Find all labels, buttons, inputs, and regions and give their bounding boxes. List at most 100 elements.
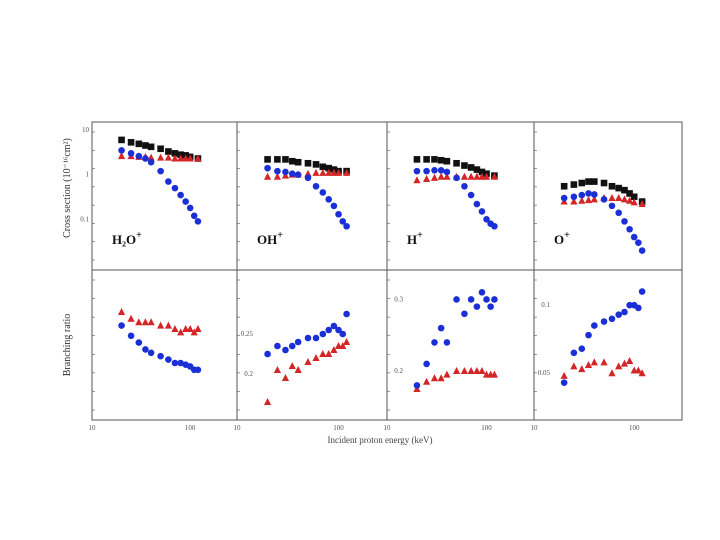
marker-circle (461, 310, 468, 318)
marker-square (560, 182, 568, 190)
series-red-series (263, 338, 351, 405)
marker-circle (570, 193, 578, 201)
marker-triangle (590, 358, 598, 366)
y-axis-label-cross-section: Cross section (10⁻¹⁶cm²) (62, 138, 73, 238)
marker-circle (165, 356, 172, 363)
marker-triangle (194, 325, 202, 332)
marker-square (127, 139, 135, 146)
marker-circle (127, 332, 135, 340)
marker-triangle (164, 153, 172, 161)
marker-circle (274, 342, 281, 350)
marker-square (600, 179, 608, 187)
marker-circle (142, 155, 149, 162)
marker-square (621, 186, 628, 194)
ion-charge: + (277, 230, 283, 241)
marker-triangle (423, 174, 431, 182)
marker-triangle (430, 173, 439, 181)
marker-triangle (620, 195, 629, 203)
marker-circle (621, 308, 628, 316)
marker-triangle (157, 321, 165, 329)
marker-triangle (273, 172, 282, 180)
marker-square (630, 193, 638, 201)
marker-circle (330, 202, 338, 210)
marker-triangle (319, 168, 327, 176)
marker-circle (630, 233, 638, 241)
marker-square (312, 161, 320, 168)
marker-circle (147, 158, 155, 166)
marker-triangle (330, 168, 338, 176)
marker-square (570, 181, 578, 188)
marker-circle (177, 359, 184, 367)
marker-circle (615, 209, 622, 217)
panel-5: 0.25 0.2 10 100 (234, 279, 351, 432)
marker-triangle (452, 367, 461, 375)
marker-square (319, 163, 327, 171)
marker-circle (423, 360, 430, 368)
marker-circle (343, 310, 350, 318)
marker-circle (473, 200, 481, 208)
marker-circle (274, 167, 281, 175)
marker-circle (282, 346, 289, 354)
marker-square (282, 156, 289, 163)
marker-circle (171, 184, 179, 192)
marker-circle (608, 202, 616, 210)
series-blue-series (118, 147, 202, 225)
marker-circle (600, 196, 608, 203)
marker-triangle (325, 350, 333, 357)
ion-charge: + (417, 230, 423, 241)
marker-square (578, 179, 586, 187)
series-red-series (117, 308, 202, 336)
marker-circle (431, 339, 438, 346)
marker-circle (473, 303, 481, 310)
marker-square (413, 156, 421, 163)
marker-triangle (312, 354, 320, 361)
marker-triangle (288, 362, 296, 369)
marker-triangle (626, 196, 634, 204)
marker-triangle (467, 367, 475, 375)
marker-circle (118, 322, 125, 329)
marker-circle (413, 382, 421, 389)
marker-triangle (342, 168, 351, 176)
marker-circle (467, 296, 475, 303)
marker-triangle (304, 358, 312, 365)
marker-circle (325, 326, 333, 334)
marker-triangle (570, 362, 578, 370)
marker-triangle (437, 374, 445, 382)
marker-triangle (330, 346, 338, 353)
marker-square (423, 156, 430, 163)
series-blue-series (560, 190, 646, 254)
marker-circle (578, 191, 586, 199)
marker-circle (638, 247, 646, 254)
marker-circle (118, 147, 125, 154)
marker-triangle (263, 398, 272, 405)
marker-circle (330, 322, 338, 330)
marker-triangle (578, 196, 586, 204)
marker-circle (190, 212, 198, 220)
marker-triangle (630, 198, 638, 206)
marker-triangle (460, 172, 469, 180)
marker-square (467, 164, 475, 171)
marker-circle (478, 289, 486, 296)
y-tick-label: 10 (82, 126, 90, 134)
marker-triangle (570, 197, 578, 205)
x-axis-label: Incident proton energy (keV) (327, 435, 432, 445)
marker-square (591, 178, 598, 185)
series-blue-series (264, 164, 350, 230)
marker-triangle (443, 370, 451, 378)
ion-label: H+ (407, 230, 423, 247)
marker-triangle (294, 366, 302, 373)
marker-triangle (342, 338, 351, 345)
panel-1: OH+ (237, 131, 351, 261)
marker-square (461, 162, 468, 169)
marker-triangle (437, 172, 445, 180)
series-red-series (560, 356, 646, 379)
y-tick-label: 0.25 (241, 330, 254, 338)
series-red-series (263, 168, 351, 180)
marker-square (288, 157, 296, 165)
panel-0: 10 1 0.1 H₂O+ (80, 126, 202, 261)
marker-circle (335, 326, 342, 334)
marker-square (437, 156, 445, 164)
series-blue-series (560, 288, 646, 387)
marker-triangle (117, 152, 126, 160)
